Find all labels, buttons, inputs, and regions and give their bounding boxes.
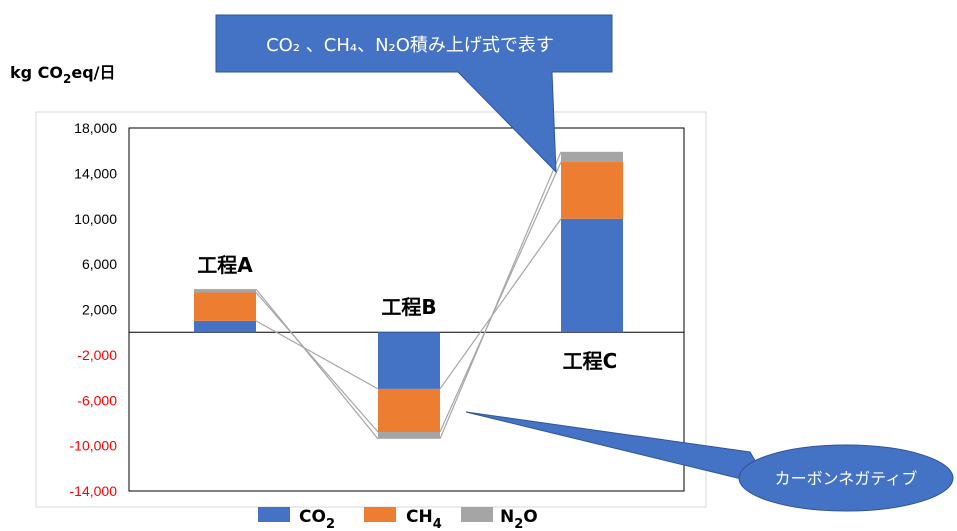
series-connector-line: [439, 161, 562, 433]
bar-co2-1: [194, 320, 256, 333]
category-label: 工程A: [197, 253, 253, 277]
y-tick-label: 14,000: [74, 165, 117, 181]
category-label-bg: [530, 345, 650, 375]
y-tick-label: -2,000: [77, 347, 117, 363]
series-connector-line: [255, 292, 379, 433]
plot-area: [128, 127, 685, 492]
category-label: 工程B: [381, 295, 436, 319]
series-connector-line: [255, 320, 379, 390]
bar-ch4-2: [378, 388, 440, 433]
series-connector-line: [255, 288, 379, 440]
y-tick-label: -6,000: [77, 392, 117, 408]
y-axis-title: kg CO2eq/日: [10, 63, 116, 86]
bar-n2o-2: [378, 432, 440, 439]
bar-co2-3: [561, 218, 623, 333]
category-label: 工程C: [563, 349, 618, 373]
series-connector-line: [439, 218, 562, 390]
legend-label-ch4: CH4: [406, 507, 442, 531]
y-tick-label: 18,000: [74, 120, 117, 136]
legend-label-n2o: N2O: [500, 507, 538, 531]
y-tick-label: 10,000: [74, 211, 117, 227]
y-tick-label: -10,000: [70, 438, 118, 454]
category-label-bg: [349, 291, 469, 321]
bar-n2o-1: [194, 289, 256, 293]
y-tick-label: -14,000: [70, 483, 118, 499]
legend-swatch-ch4: [364, 507, 396, 522]
bar-ch4-1: [194, 292, 256, 321]
legend-swatch-n2o: [461, 507, 493, 522]
category-label-bg: [165, 249, 285, 279]
legend-swatch-co2: [258, 507, 290, 522]
bar-ch4-3: [561, 162, 623, 219]
legend-label-co2: CO2: [299, 507, 335, 531]
callout-negative-text: カーボンネガティブ: [775, 469, 918, 488]
bar-co2-2: [378, 332, 440, 389]
callout-negative-bubble: [738, 444, 954, 512]
y-tick-label: 2,000: [82, 302, 117, 318]
bar-n2o-3: [561, 151, 623, 163]
series-connector-line: [439, 151, 562, 440]
y-tick-label: 6,000: [82, 256, 117, 272]
callout-stack-shape: [215, 14, 613, 174]
callout-stack-text: CO₂ 、CH₄、N₂O積み上げ式で表す: [266, 35, 554, 56]
